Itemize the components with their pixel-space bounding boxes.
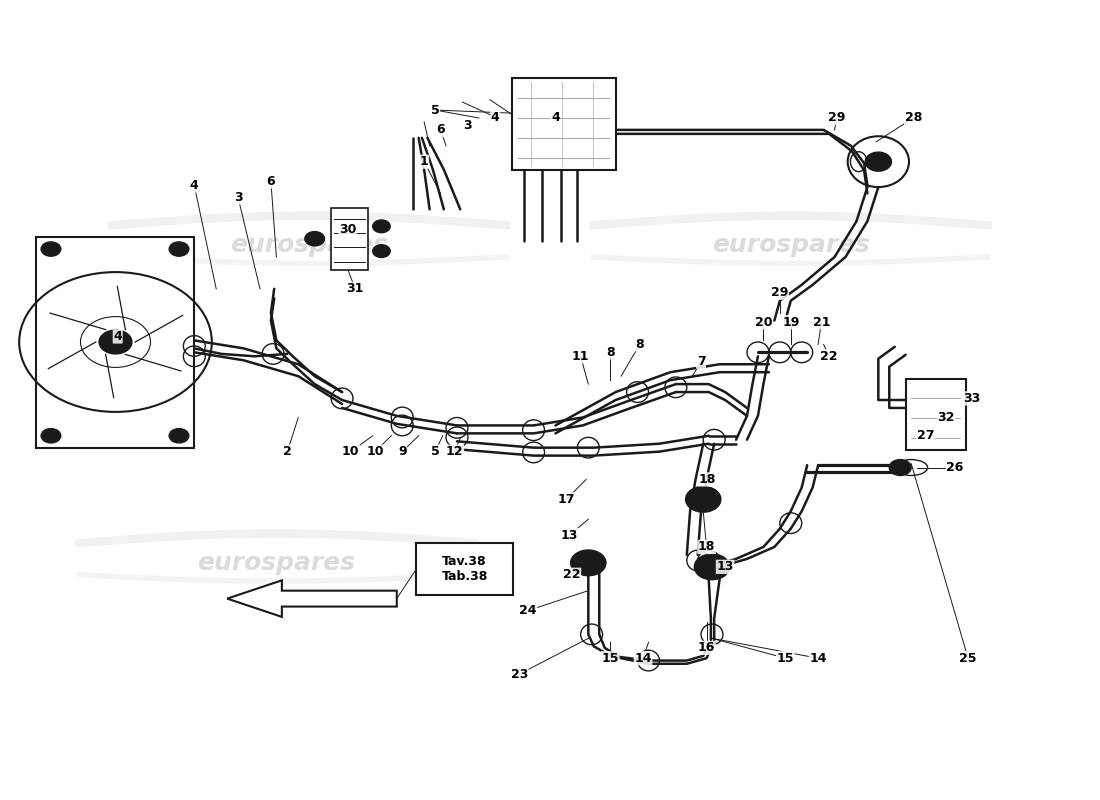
Circle shape [305, 231, 324, 246]
Text: 21: 21 [813, 316, 830, 329]
Text: 4: 4 [491, 111, 499, 125]
Text: 15: 15 [602, 652, 619, 665]
Text: 11: 11 [572, 350, 590, 363]
FancyBboxPatch shape [417, 543, 513, 594]
Text: 22: 22 [821, 350, 838, 363]
Text: 23: 23 [510, 667, 528, 681]
Text: 9: 9 [398, 445, 407, 458]
Circle shape [694, 554, 729, 579]
Text: 16: 16 [697, 642, 715, 654]
Circle shape [99, 330, 132, 354]
Circle shape [45, 245, 56, 253]
Text: 3: 3 [463, 119, 472, 133]
Text: 13: 13 [561, 529, 579, 542]
Text: eurospares: eurospares [197, 551, 355, 575]
Text: 17: 17 [558, 493, 575, 506]
Text: 33: 33 [962, 392, 980, 405]
Text: 10: 10 [342, 445, 360, 458]
Text: 14: 14 [635, 652, 652, 665]
FancyBboxPatch shape [512, 78, 616, 170]
Text: 19: 19 [782, 316, 800, 329]
Text: 26: 26 [946, 461, 964, 474]
Text: 31: 31 [346, 282, 364, 295]
Circle shape [889, 459, 911, 475]
Text: 5: 5 [431, 103, 440, 117]
Text: 18: 18 [697, 541, 715, 554]
Circle shape [373, 245, 390, 258]
Circle shape [45, 432, 56, 440]
Circle shape [866, 152, 891, 171]
Text: 2: 2 [283, 445, 292, 458]
Text: 5: 5 [431, 445, 440, 458]
Text: 22: 22 [563, 568, 581, 582]
Text: 27: 27 [916, 430, 934, 442]
FancyBboxPatch shape [331, 208, 368, 270]
Circle shape [571, 550, 606, 575]
Text: 24: 24 [519, 604, 537, 617]
Circle shape [174, 245, 185, 253]
Text: 6: 6 [437, 123, 444, 136]
Text: 8: 8 [606, 346, 615, 359]
Text: Tav.38
Tab.38: Tav.38 Tab.38 [441, 555, 487, 583]
Circle shape [174, 432, 185, 440]
FancyBboxPatch shape [905, 378, 966, 450]
Text: 29: 29 [771, 286, 789, 299]
Text: 13: 13 [716, 560, 734, 574]
Text: 18: 18 [698, 473, 716, 486]
Circle shape [169, 429, 189, 443]
Text: eurospares: eurospares [230, 233, 388, 257]
Circle shape [893, 462, 906, 472]
Text: 4: 4 [551, 111, 560, 125]
Text: 6: 6 [266, 175, 275, 188]
Text: 4: 4 [190, 179, 199, 192]
Circle shape [169, 242, 189, 256]
Text: 14: 14 [810, 652, 827, 665]
Text: eurospares: eurospares [712, 233, 870, 257]
Text: 29: 29 [828, 111, 846, 125]
Text: 7: 7 [696, 355, 705, 368]
Circle shape [41, 242, 60, 256]
Text: 3: 3 [234, 191, 242, 204]
Text: 30: 30 [339, 222, 356, 236]
Text: 1: 1 [420, 155, 429, 168]
Text: 10: 10 [366, 445, 384, 458]
Circle shape [41, 429, 60, 443]
Circle shape [694, 493, 712, 506]
Circle shape [373, 220, 390, 233]
Text: 4: 4 [113, 330, 122, 343]
Text: 15: 15 [777, 652, 794, 665]
Polygon shape [227, 580, 397, 617]
Text: 28: 28 [904, 111, 922, 125]
Text: 12: 12 [446, 445, 463, 458]
Circle shape [685, 486, 720, 512]
FancyBboxPatch shape [35, 237, 195, 448]
Text: 8: 8 [636, 338, 645, 351]
Text: 20: 20 [755, 316, 772, 329]
Text: 32: 32 [937, 411, 955, 424]
Text: 25: 25 [959, 652, 977, 665]
